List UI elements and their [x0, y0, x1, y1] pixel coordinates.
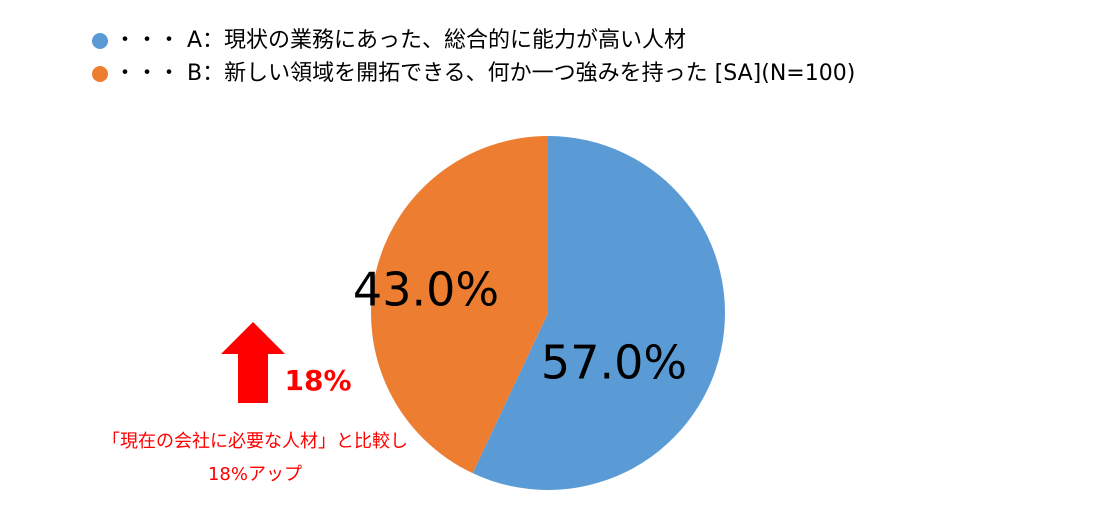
legend-label: ・・・ B：新しい領域を開拓できる、何か一つ強みを持った [SA](N=100)	[114, 61, 855, 86]
data-label: 43.0%	[353, 263, 499, 317]
annotation: 18%アップ	[208, 464, 302, 485]
annotation: 18%	[284, 364, 351, 397]
up-arrow	[221, 322, 285, 403]
legend-marker	[92, 66, 108, 82]
pie-slice	[472, 136, 725, 491]
legend-label: ・・・ A：現状の業務にあった、総合的に能力が高い人材	[114, 28, 686, 53]
annotation: 「現在の会社に必要な人材」と比較し	[102, 431, 408, 452]
legend-marker	[92, 33, 108, 49]
data-label: 57.0%	[541, 336, 687, 390]
pie-slice	[371, 136, 548, 474]
